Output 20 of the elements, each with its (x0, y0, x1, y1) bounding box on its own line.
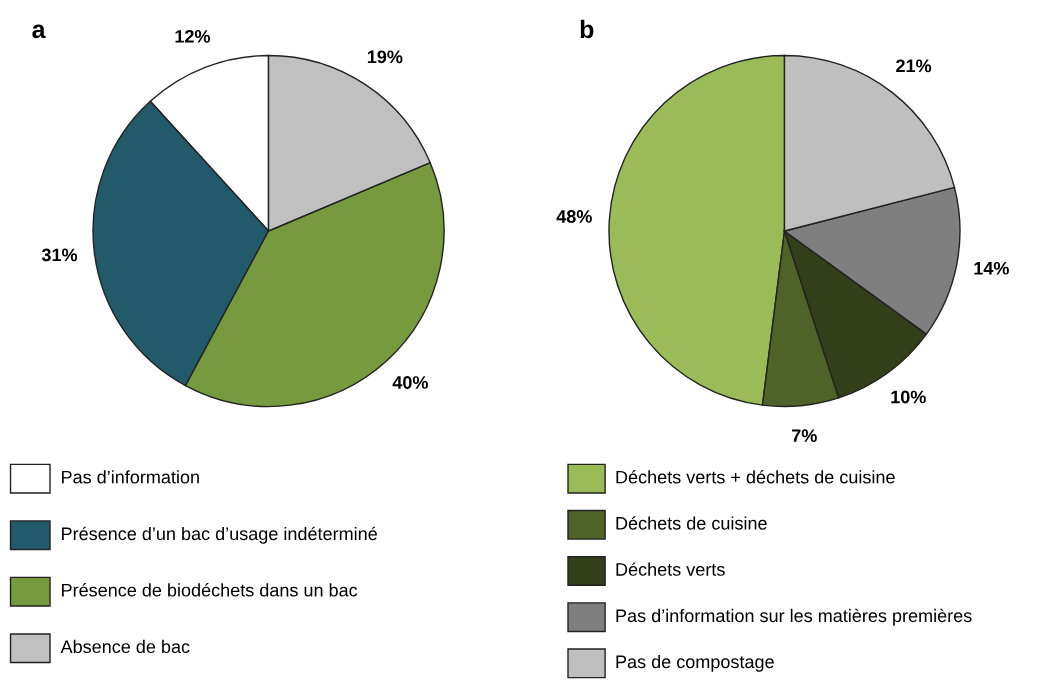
data-label: 14% (974, 261, 1009, 275)
data-label: 7% (792, 429, 817, 442)
legend-label: Déchets verts (616, 562, 725, 576)
legend-label: Pas d’information (62, 470, 199, 484)
data-label: 12% (175, 29, 211, 43)
chart-title: a (32, 24, 46, 39)
data-label: 48% (556, 210, 592, 223)
legend-label: Absence de bac (60, 639, 190, 654)
legend-label: Présence d’un bac d’usage indéterminé (62, 526, 377, 544)
legend-label: Pas de compostage (616, 654, 774, 672)
data-label: 40% (392, 376, 428, 389)
data-label: 31% (41, 248, 78, 262)
data-label: 19% (367, 50, 403, 64)
legend-label: Pas d’information sur les matières premières (616, 608, 972, 626)
chart-title: b (580, 19, 594, 39)
legend-label: Déchets verts + déchets de cuisine (616, 470, 895, 484)
legend-label: Déchets de cuisine (616, 516, 767, 530)
data-label: 21% (896, 59, 932, 73)
data-label: 10% (891, 390, 926, 404)
legend-label: Présence de biodéchets dans un bac (62, 583, 358, 597)
